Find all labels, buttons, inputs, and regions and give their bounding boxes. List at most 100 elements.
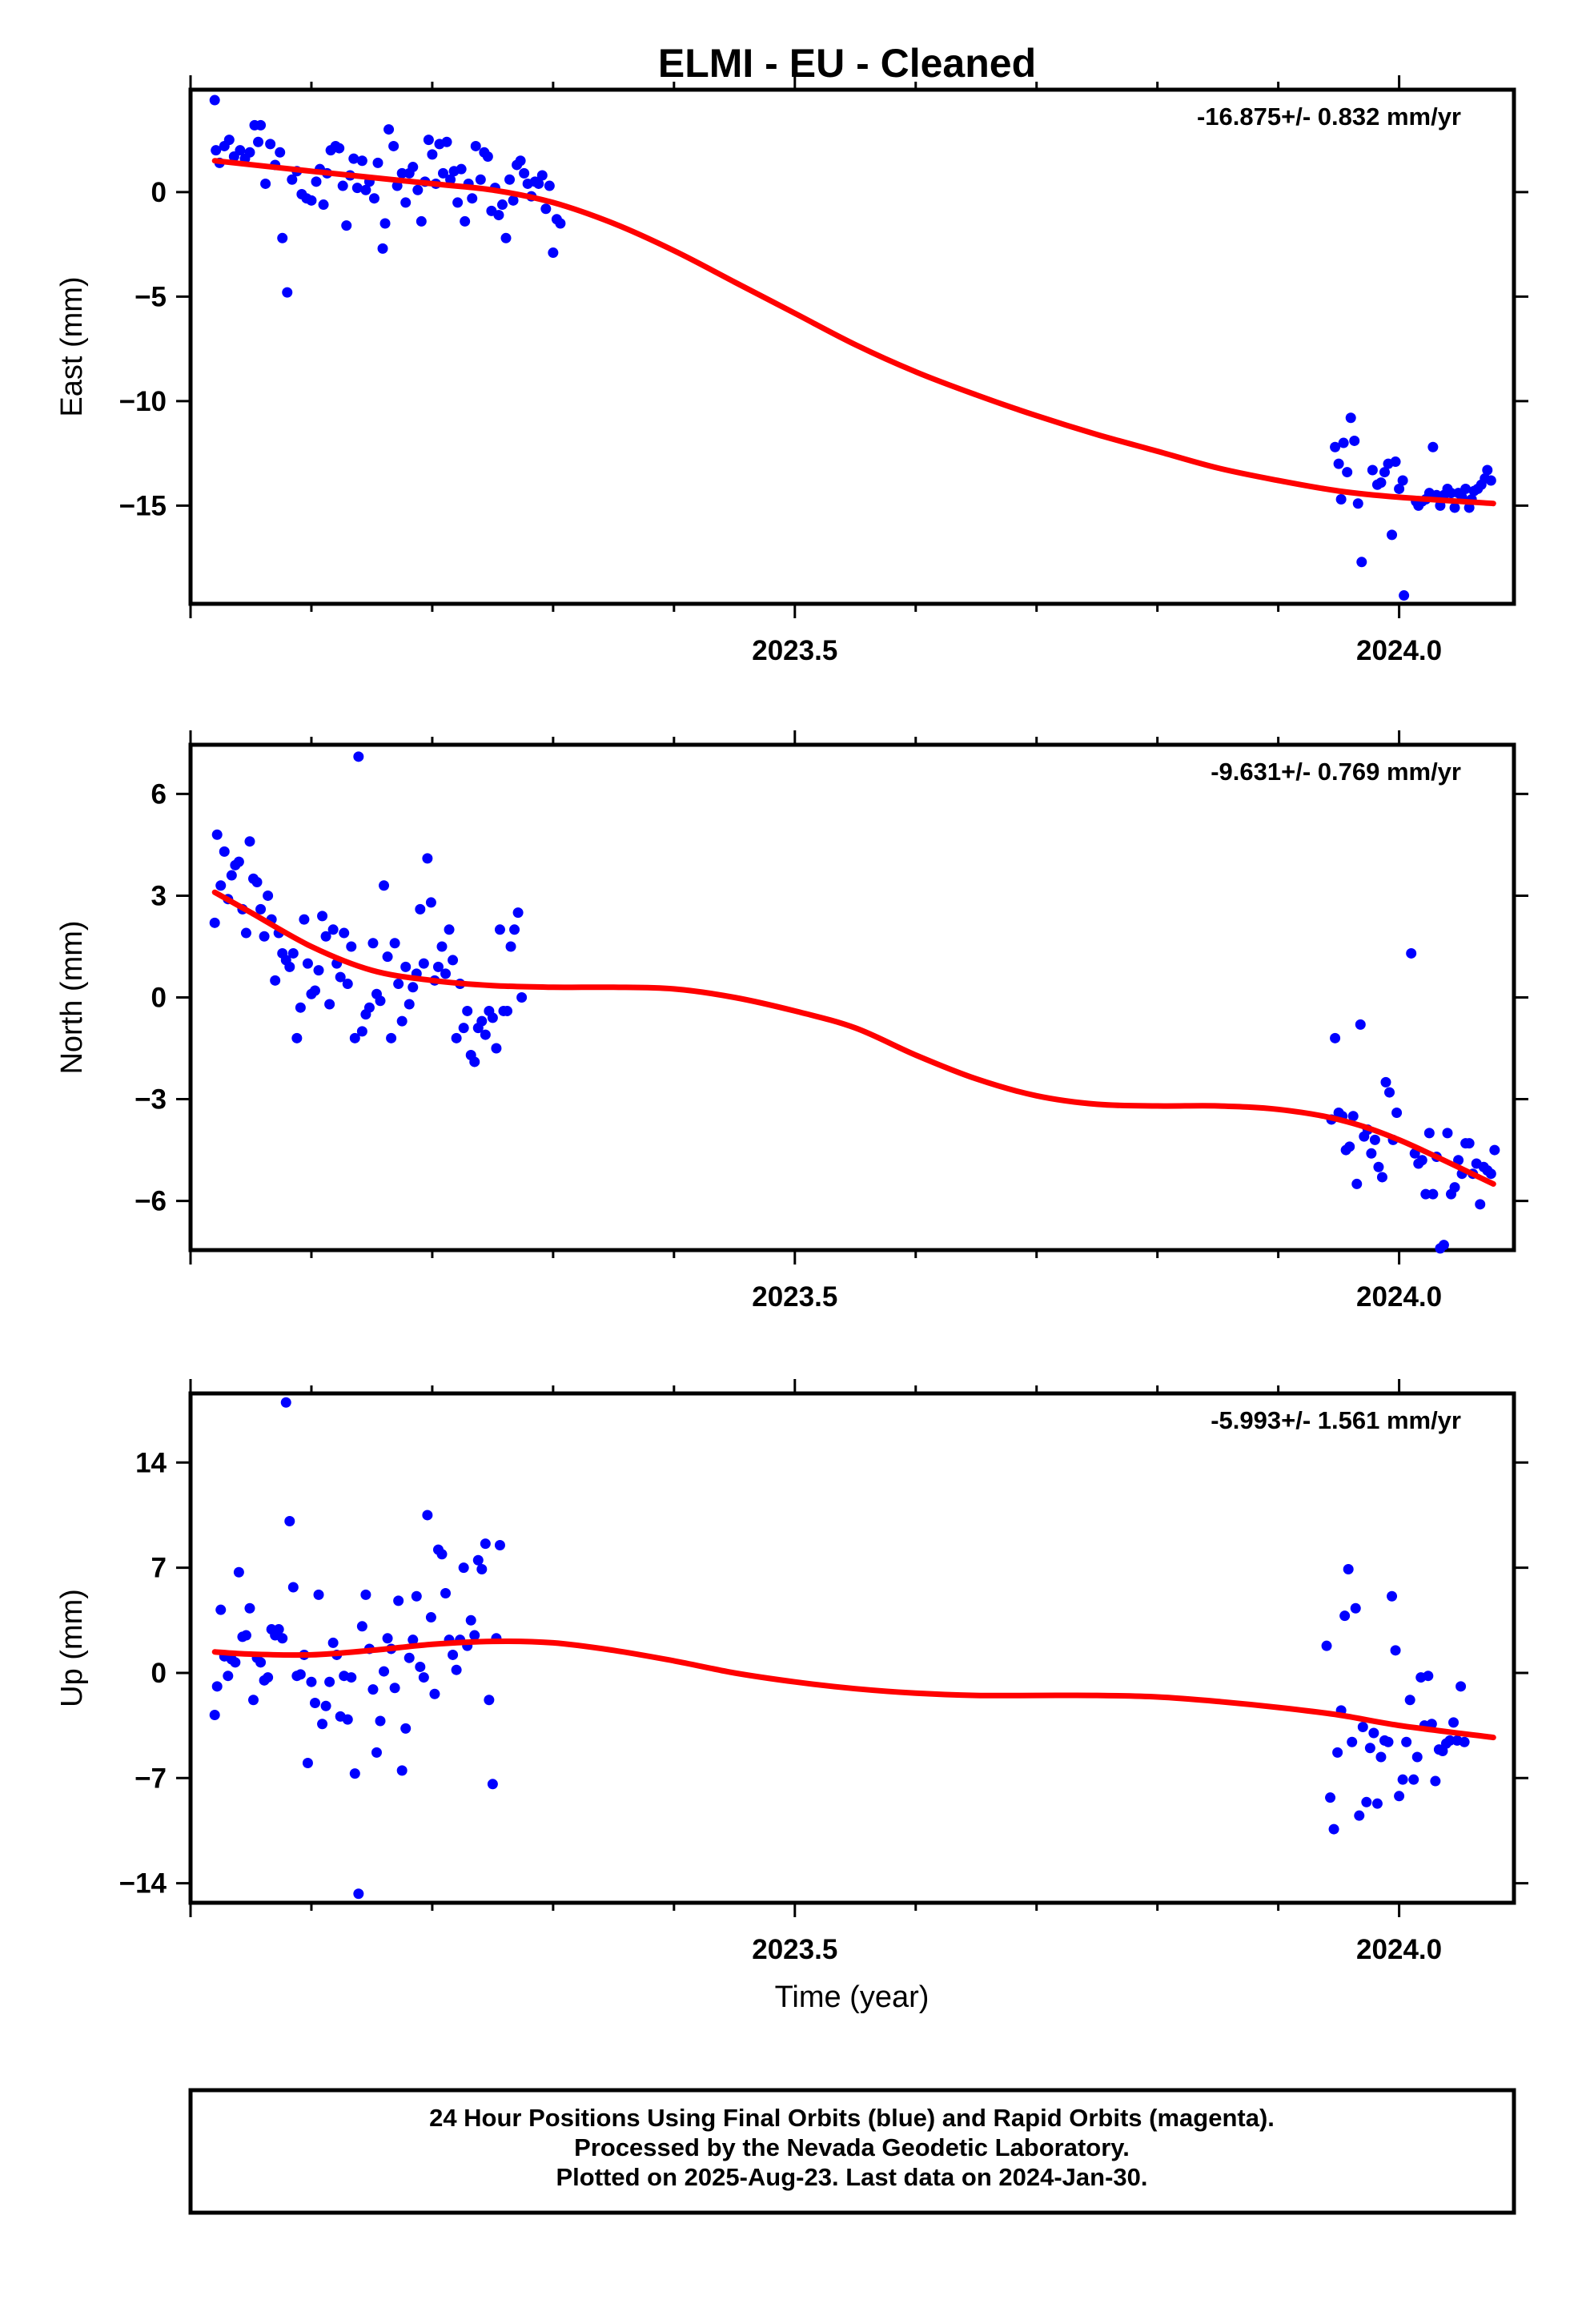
north-data-point — [353, 751, 364, 762]
east-data-point — [408, 162, 419, 173]
up-data-point — [1375, 1751, 1387, 1763]
footer-frame — [188, 2088, 1516, 2215]
footer-box: 24 Hour Positions Using Final Orbits (bl… — [188, 2088, 1516, 2215]
up-data-point — [356, 1621, 367, 1632]
up-data-point — [422, 1510, 433, 1521]
up-data-point — [1339, 1610, 1351, 1622]
north-data-point — [1391, 1107, 1403, 1118]
north-data-point — [287, 947, 299, 959]
up-y-tick-label: 0 — [151, 1658, 167, 1689]
up-data-point — [1387, 1590, 1398, 1602]
north-data-point — [1384, 1087, 1395, 1098]
east-data-point — [456, 163, 467, 175]
east-data-point — [311, 176, 322, 187]
x-axis-label: Time (year) — [775, 1980, 930, 2014]
east-data-point — [1399, 590, 1410, 601]
up-data-point — [1411, 1751, 1423, 1763]
north-data-point — [259, 931, 270, 942]
north-data-point — [219, 846, 230, 857]
north-data-point — [440, 968, 452, 979]
east-data-point — [1345, 412, 1356, 424]
north-data-point — [1475, 1199, 1486, 1210]
east-data-point — [341, 220, 352, 231]
up-data-point — [469, 1630, 480, 1641]
up-data-point — [211, 1681, 223, 1692]
north-data-point — [335, 971, 346, 983]
east-data-point — [1464, 502, 1475, 513]
east-y-tick-label: 0 — [151, 177, 167, 208]
up-data-point — [302, 1758, 313, 1769]
east-data-point — [372, 157, 383, 168]
east-data-point — [1394, 483, 1405, 494]
up-data-point — [1423, 1671, 1434, 1682]
east-data-point — [1342, 467, 1353, 478]
east-data-point — [438, 167, 449, 179]
up-data-point — [209, 1709, 220, 1720]
up-data-point — [448, 1649, 459, 1660]
north-y-tick-label: 3 — [151, 880, 167, 911]
north-data-point — [1449, 1182, 1460, 1193]
east-data-point — [1390, 456, 1401, 468]
up-data-point — [440, 1588, 452, 1599]
up-data-point — [451, 1664, 462, 1675]
up-data-point — [1332, 1747, 1343, 1758]
up-data-point — [1343, 1564, 1354, 1575]
up-data-point — [389, 1683, 400, 1694]
up-data-point — [1448, 1717, 1460, 1728]
up-data-point — [415, 1661, 426, 1672]
up-data-point — [1430, 1775, 1441, 1787]
north-data-point — [215, 880, 227, 891]
east-data-point — [1387, 529, 1398, 541]
up-data-point — [1397, 1774, 1408, 1785]
east-x-tick-label: 2023.5 — [752, 635, 837, 666]
north-plot-frame — [188, 742, 1516, 1252]
north-data-point — [1438, 1240, 1449, 1251]
plot-panels: 2023.5 2024.0 0 −5 −10 −15 East (mm) -16.875+/-… — [55, 75, 1528, 2014]
north-data-point — [425, 897, 436, 908]
north-data-point — [367, 938, 379, 949]
east-data-point — [391, 180, 403, 191]
up-y-tick-label: −7 — [135, 1763, 167, 1794]
north-data-point — [349, 1032, 360, 1043]
east-data-point — [318, 199, 329, 211]
east-fit-line — [211, 158, 1496, 507]
east-rate-annotation: -16.875+/- 0.832 mm/yr — [1197, 103, 1461, 131]
up-data-point — [284, 1515, 295, 1526]
east-data-point — [508, 195, 519, 206]
east-data-point — [416, 215, 427, 227]
up-data-point — [1347, 1736, 1358, 1747]
up-data-point — [371, 1747, 382, 1758]
north-data-point — [226, 870, 237, 881]
east-data-point — [282, 287, 293, 298]
up-data-point — [494, 1539, 505, 1550]
north-data-point — [339, 927, 350, 939]
north-data-point — [400, 961, 412, 972]
up-data-point — [1390, 1645, 1401, 1656]
east-y-tick-label: −5 — [135, 281, 167, 312]
up-data-point — [295, 1669, 306, 1680]
east-data-point — [1367, 464, 1378, 476]
footer-line-1: 24 Hour Positions Using Final Orbits (bl… — [429, 2104, 1275, 2132]
north-y-tick-label: −3 — [135, 1084, 167, 1116]
east-panel: 2023.5 2024.0 0 −5 −10 −15 East (mm) -16.875+/-… — [55, 75, 1528, 666]
up-data-point — [309, 1697, 320, 1708]
up-data-point — [1325, 1792, 1336, 1803]
north-data-point — [1423, 1128, 1435, 1139]
north-data-point — [209, 917, 220, 928]
up-data-point — [313, 1589, 324, 1600]
east-data-point — [544, 180, 555, 191]
north-data-point — [211, 829, 223, 840]
east-data-point — [536, 170, 548, 181]
east-data-point — [482, 151, 493, 163]
up-x-tick-label: 2024.0 — [1356, 1934, 1442, 1965]
east-data-point — [260, 178, 271, 189]
north-data-point — [1485, 1168, 1496, 1180]
east-data-point — [467, 193, 478, 204]
north-data-point — [516, 992, 528, 1003]
north-data-point — [444, 924, 455, 935]
up-data-point — [367, 1684, 379, 1695]
east-data-point — [253, 136, 264, 147]
east-data-point — [445, 174, 456, 185]
east-data-point — [519, 167, 530, 179]
